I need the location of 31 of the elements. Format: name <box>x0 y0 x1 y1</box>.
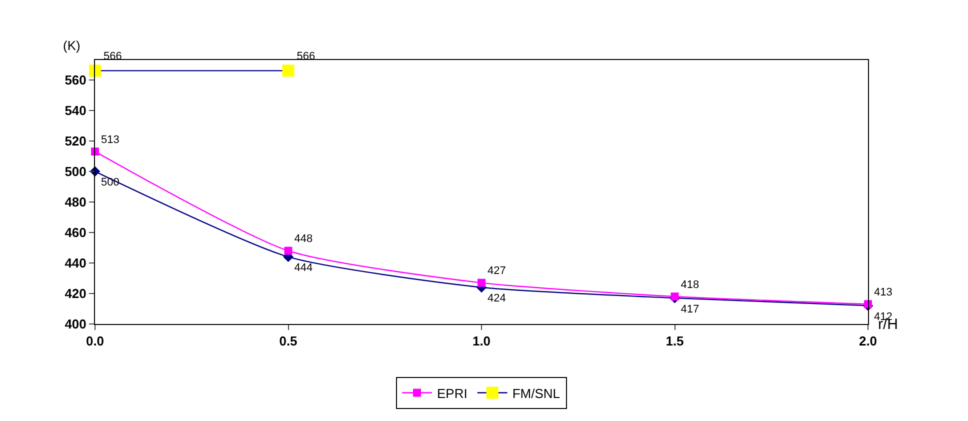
point <box>282 64 294 77</box>
point <box>478 278 486 287</box>
point <box>89 64 101 77</box>
x-tick-label: 0.5 <box>279 334 298 349</box>
y-tick-label: 480 <box>64 194 86 210</box>
data-label: 444 <box>294 262 313 274</box>
x-tick-label: 2.0 <box>858 334 878 349</box>
y-tick-label: 420 <box>64 286 86 302</box>
y-tick-label: 460 <box>64 224 86 240</box>
y-tick-label: 400 <box>64 316 86 332</box>
y-tick-label: 440 <box>64 256 86 271</box>
data-label: 513 <box>101 134 120 146</box>
data-label: 417 <box>680 303 700 316</box>
y-tick-label: 540 <box>64 102 86 118</box>
data-label: 413 <box>874 286 892 298</box>
data-label: 418 <box>680 278 700 291</box>
y-tick-label: 520 <box>64 133 86 148</box>
x-tick-label: 1.0 <box>472 334 491 349</box>
y-tick-label: 560 <box>64 72 86 88</box>
x-tick-label: 1.5 <box>666 334 684 349</box>
data-label: 500 <box>101 176 120 189</box>
point <box>670 292 679 301</box>
legend-label: FM/SNL <box>512 386 560 401</box>
point <box>284 246 292 255</box>
y-tick-label: 500 <box>64 164 86 179</box>
data-label: 424 <box>488 292 506 305</box>
data-label: 448 <box>294 233 313 245</box>
data-label: 427 <box>488 265 506 278</box>
y-axis-title: (K) <box>63 38 80 53</box>
legend-label: EPRI <box>437 386 468 401</box>
x-tick-label: 0.0 <box>86 334 104 349</box>
